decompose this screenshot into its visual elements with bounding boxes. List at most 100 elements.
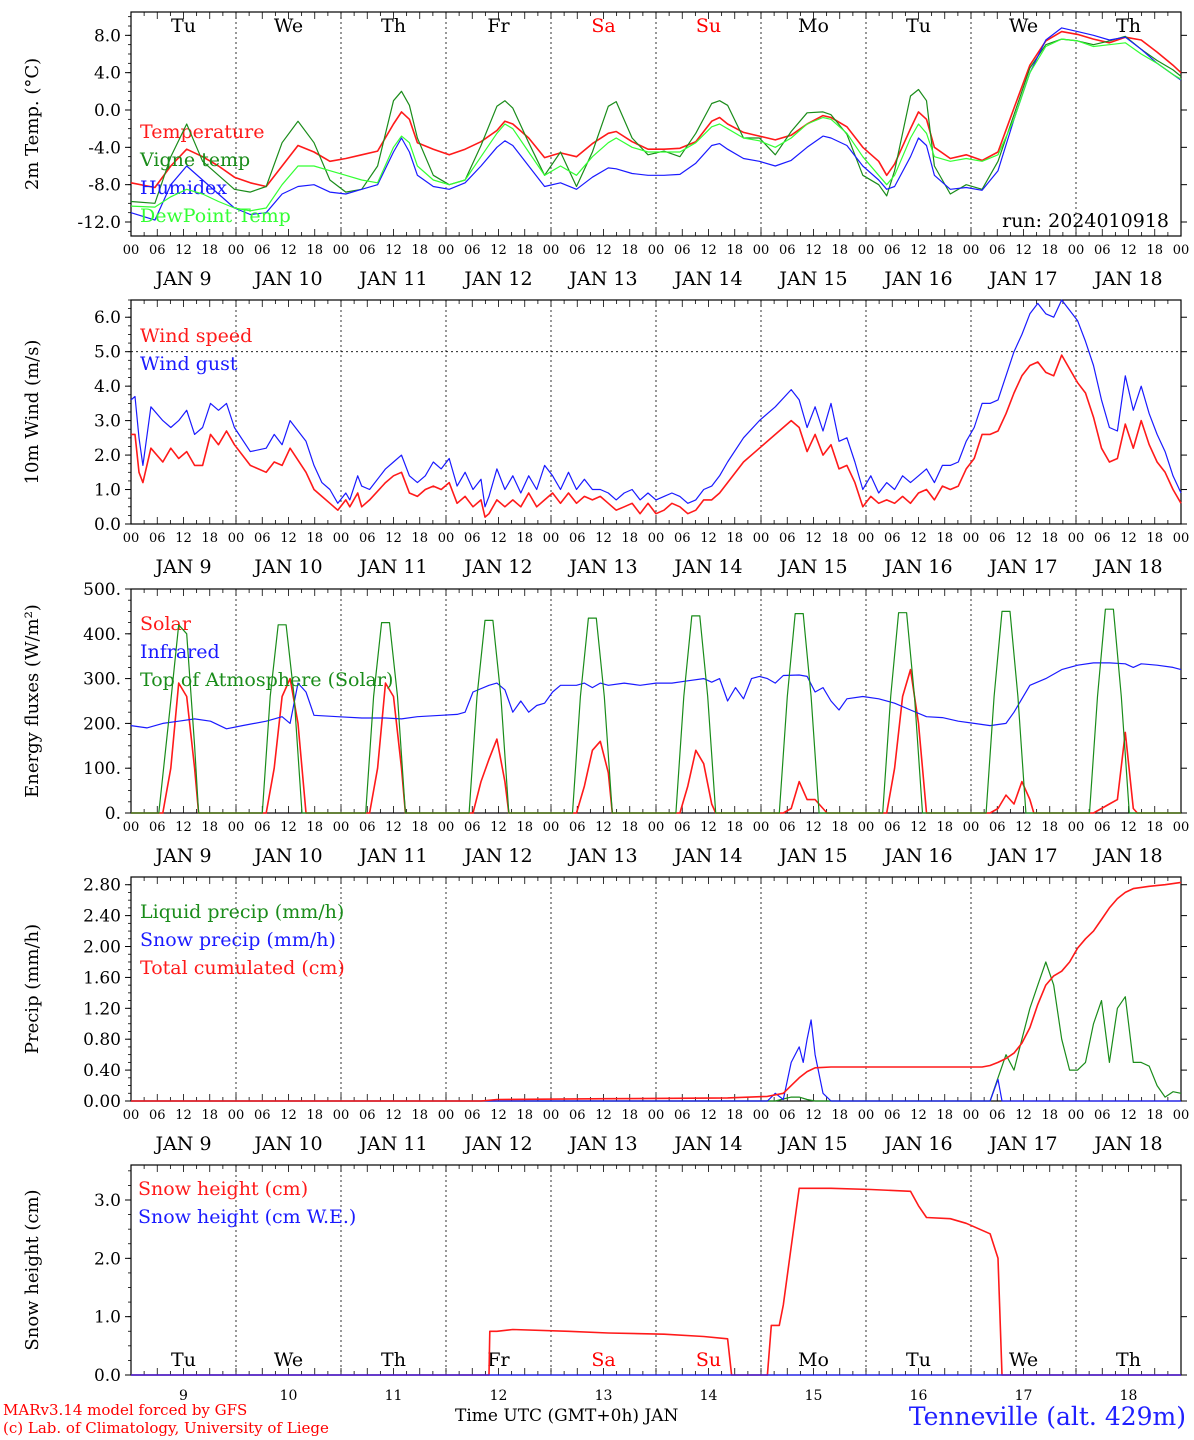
hour-label: 06 bbox=[464, 1108, 481, 1123]
y-tick-label: 2.40 bbox=[83, 907, 121, 927]
hour-label: 06 bbox=[884, 243, 901, 258]
panels-group: 8.0 4.0 0.0 -4.0 -8.0 -12.0 2m Temp. (°C) 00 06 1… bbox=[22, 11, 1189, 1404]
hour-label: 00 bbox=[963, 820, 980, 835]
hour-label: 00 bbox=[228, 1108, 245, 1123]
legend-entry: Infrared bbox=[140, 641, 220, 663]
hour-label: 12 bbox=[700, 531, 717, 546]
y-tick-label: 6.0 bbox=[94, 308, 121, 328]
hour-label: 06 bbox=[779, 820, 796, 835]
date-label: JAN 15 bbox=[777, 1133, 847, 1155]
hour-label: 12 bbox=[595, 1108, 612, 1123]
hour-label: 06 bbox=[884, 531, 901, 546]
weekday-label: Tu bbox=[171, 1349, 196, 1371]
hour-label: 18 bbox=[1146, 243, 1163, 258]
hour-label: 06 bbox=[149, 531, 166, 546]
hour-label: 12 bbox=[805, 1108, 822, 1123]
hour-label: 18 bbox=[306, 1108, 323, 1123]
date-label: JAN 11 bbox=[357, 845, 427, 867]
panel-4: 2.80 2.40 2.00 1.60 1.20 0.80 0.40 0.00 Precip (… bbox=[22, 876, 1189, 1155]
date-label: JAN 14 bbox=[672, 1133, 742, 1155]
hour-label: 06 bbox=[569, 1108, 586, 1123]
hour-label: 00 bbox=[333, 243, 350, 258]
hour-label: 06 bbox=[674, 243, 691, 258]
y-axis-label: 10m Wind (m/s) bbox=[22, 340, 43, 485]
date-label: JAN 9 bbox=[153, 268, 211, 290]
y-tick-label: -12.0 bbox=[77, 213, 121, 233]
hour-label: 06 bbox=[989, 531, 1006, 546]
date-label: JAN 11 bbox=[357, 1133, 427, 1155]
hour-label: 06 bbox=[359, 243, 376, 258]
hour-label: 00 bbox=[228, 531, 245, 546]
hour-label: 12 bbox=[805, 531, 822, 546]
y-tick-label: 1.60 bbox=[83, 968, 121, 988]
hour-label: 12 bbox=[805, 243, 822, 258]
date-label: JAN 10 bbox=[252, 556, 322, 578]
legend-entry: Vigne temp bbox=[139, 149, 250, 171]
hour-label: 12 bbox=[490, 1108, 507, 1123]
hour-label: 00 bbox=[1173, 1108, 1190, 1123]
hour-label: 18 bbox=[1146, 531, 1163, 546]
hour-label: 18 bbox=[516, 820, 533, 835]
hour-label: 18 bbox=[1041, 531, 1058, 546]
legend-entry: Snow height (cm) bbox=[138, 1178, 308, 1200]
hour-label: 18 bbox=[516, 531, 533, 546]
hour-label: 00 bbox=[753, 243, 770, 258]
hour-label: 12 bbox=[700, 1108, 717, 1123]
hour-label: 18 bbox=[1041, 820, 1058, 835]
hour-label: 12 bbox=[700, 820, 717, 835]
weekday-label: Su bbox=[696, 1349, 721, 1371]
hour-label: 00 bbox=[648, 820, 665, 835]
y-tick-label: 0.0 bbox=[94, 515, 121, 535]
hour-label: 00 bbox=[543, 1108, 560, 1123]
hour-label: 06 bbox=[359, 1108, 376, 1123]
hour-label: 18 bbox=[306, 531, 323, 546]
hour-label: 00 bbox=[648, 243, 665, 258]
lab-credit: (c) Lab. of Climatology, University of L… bbox=[3, 1419, 329, 1437]
y-tick-label: 4.0 bbox=[94, 377, 121, 397]
hour-label: 12 bbox=[910, 820, 927, 835]
legend-entry: Solar bbox=[140, 613, 192, 635]
day-number: 16 bbox=[910, 1388, 928, 1404]
series-line-top-of-atmosphere-solar- bbox=[131, 608, 1181, 814]
hour-label: 00 bbox=[858, 1108, 875, 1123]
hour-label: 00 bbox=[123, 243, 140, 258]
hour-label: 06 bbox=[779, 1108, 796, 1123]
hour-label: 00 bbox=[333, 531, 350, 546]
hour-label: 12 bbox=[1120, 820, 1137, 835]
series-line-infrared bbox=[130, 662, 1182, 730]
series-line-wind-speed bbox=[131, 354, 1182, 518]
hour-label: 06 bbox=[569, 243, 586, 258]
legend-entry: Wind gust bbox=[140, 353, 238, 375]
weekday-label: Tu bbox=[171, 15, 196, 37]
y-axis-label: 2m Temp. (°C) bbox=[22, 58, 43, 190]
hour-label: 00 bbox=[1068, 1108, 1085, 1123]
hour-label: 12 bbox=[910, 1108, 927, 1123]
legend-entry: Liquid precip (mm/h) bbox=[140, 901, 344, 923]
series-line-dewpoint-temp bbox=[130, 38, 1182, 212]
date-label: JAN 14 bbox=[672, 268, 742, 290]
hour-label: 00 bbox=[123, 531, 140, 546]
hour-label: 12 bbox=[280, 820, 297, 835]
hour-label: 18 bbox=[411, 1108, 428, 1123]
hour-label: 12 bbox=[910, 531, 927, 546]
date-label: JAN 9 bbox=[153, 556, 211, 578]
hour-label: 18 bbox=[1146, 820, 1163, 835]
hour-label: 00 bbox=[858, 243, 875, 258]
series-line-snow-precip-mm-h- bbox=[131, 1019, 1181, 1102]
date-label: JAN 15 bbox=[777, 556, 847, 578]
hour-label: 12 bbox=[1120, 531, 1137, 546]
y-tick-label: 100. bbox=[83, 759, 121, 779]
day-number: 18 bbox=[1120, 1388, 1138, 1404]
weekday-label: Sa bbox=[591, 1349, 615, 1371]
hour-label: 12 bbox=[1015, 531, 1032, 546]
hour-label: 12 bbox=[280, 531, 297, 546]
date-label: JAN 14 bbox=[672, 556, 742, 578]
hour-label: 06 bbox=[254, 1108, 271, 1123]
panel-5: 3.0 2.0 1.0 0.0 Snow height (cm) Tu We Th Fr Sa Su… bbox=[22, 1164, 1187, 1404]
series-line-solar bbox=[131, 668, 1181, 814]
hour-label: 12 bbox=[175, 1108, 192, 1123]
hour-label: 00 bbox=[228, 243, 245, 258]
y-tick-label: 2.80 bbox=[83, 876, 121, 896]
hour-label: 00 bbox=[1068, 243, 1085, 258]
